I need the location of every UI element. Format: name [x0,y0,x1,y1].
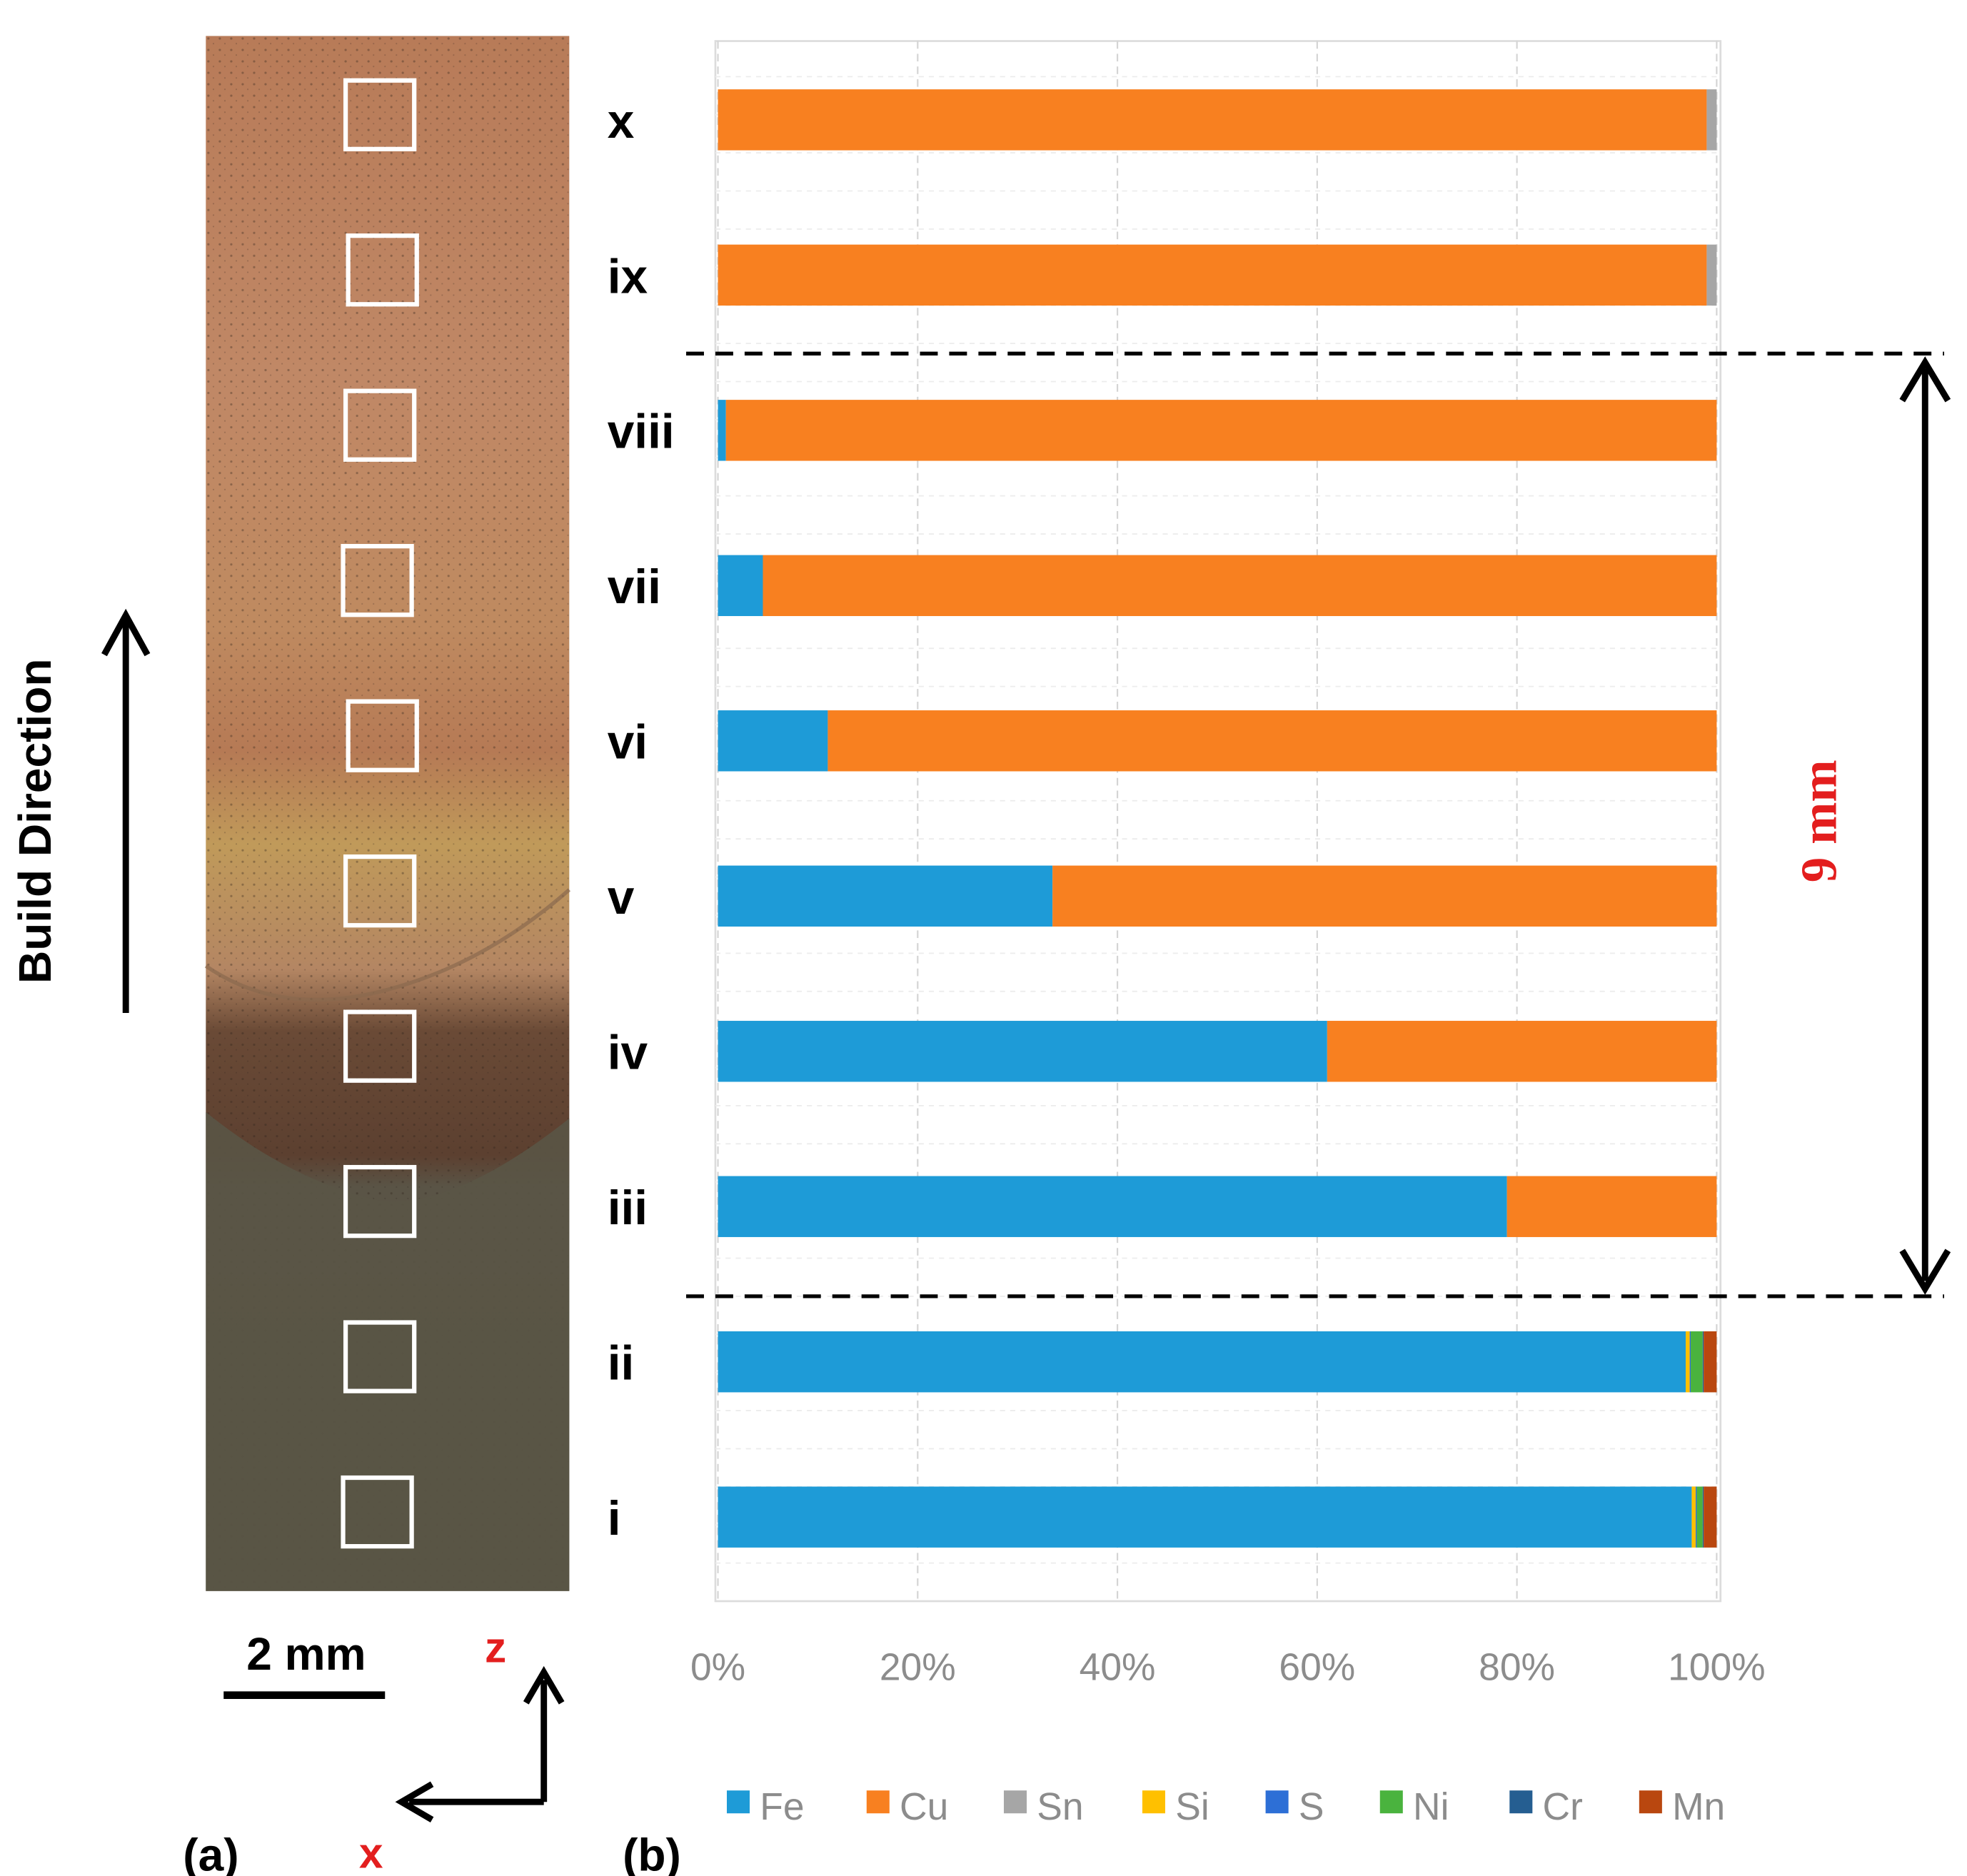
legend: Fe Cu Sn Si S Ni Cr Mn [726,1786,1725,1828]
bar-cu-x [718,89,1707,151]
z-axis-arrowhead [523,1665,565,1705]
legend-swatch-sn [1003,1790,1027,1814]
x-tick-label: 60% [1279,1646,1355,1688]
x-tick-labels: 0% 20% 40% 60% 80% 100% [690,1646,1766,1688]
bar-ni-ii [1691,1331,1703,1393]
measurement-box-iv [343,1009,417,1083]
x-axis-label: x [359,1829,383,1876]
measurement-box-vii [341,544,414,617]
bar-cu-vi [827,710,1717,772]
category-label-viii: viii [608,405,675,459]
build-direction-arrowhead [101,608,151,657]
dimension-label: 9 mm [1792,760,1848,882]
measurement-box-ii [343,1320,417,1393]
x-tick-label: 80% [1479,1646,1555,1688]
bar-fe-iv [718,1021,1327,1082]
measurement-box-x [343,78,417,151]
bar-cu-v [1052,865,1717,927]
category-label-ix: ix [608,250,648,303]
bar-fe-iii [718,1176,1507,1237]
bar-si-ii [1686,1331,1690,1393]
bar-ni-i [1696,1486,1703,1548]
bar-fe-viii [718,400,726,461]
bar-fe-v [718,865,1053,927]
bar-fe-vi [718,710,828,772]
x-tick-label: 20% [880,1646,956,1688]
bar-mn-ii [1704,1331,1717,1393]
x-tick-label: 40% [1080,1646,1156,1688]
bar-cr-i [1702,1486,1704,1548]
build-direction-label: Build Direction [9,659,61,984]
legend-swatch-si [1142,1790,1165,1814]
category-label-vii: vii [608,560,661,614]
bar-sn-ix [1706,244,1717,306]
legend-label-ni: Ni [1413,1786,1449,1828]
bar-fe-i [718,1486,1692,1548]
copper-steel-interface [206,1111,570,1591]
measurement-box-ix [346,233,419,307]
category-label-i: i [608,1492,621,1545]
measurement-box-vi [346,699,419,772]
measurement-box-v [343,854,417,928]
bar-si-i [1691,1486,1696,1548]
measurement-box-iii [343,1164,417,1239]
legend-swatch-ni [1379,1790,1403,1814]
legend-swatch-fe [726,1790,750,1814]
bar-fe-vii [718,555,763,617]
bar-cu-viii [725,400,1717,461]
legend-swatch-cr [1509,1790,1533,1814]
sample-micrograph [204,36,571,1591]
category-label-x: x [608,95,635,148]
legend-swatch-cu [866,1790,890,1814]
x-axis-arrowhead [395,1781,434,1822]
x-tick-label: 100% [1668,1646,1766,1688]
x-tick-label: 0% [690,1646,745,1688]
bar-cu-iv [1327,1021,1717,1082]
fusion-boundary [204,888,571,1002]
legend-label-fe: Fe [760,1786,804,1828]
bar-sn-x [1706,89,1717,151]
legend-swatch-mn [1639,1790,1662,1814]
bar-cr-ii [1702,1331,1704,1393]
bar-cu-vii [763,555,1717,617]
dimension-arrowhead-bottom [1899,1249,1951,1295]
panel-a-label: (a) [183,1829,238,1876]
dimension-arrowhead-top [1899,356,1951,403]
category-label-ii: ii [608,1337,635,1391]
measurement-boxes [341,78,419,1549]
category-label-iv: iv [608,1027,648,1080]
legend-label-si: Si [1175,1786,1209,1828]
scale-bar-label: 2 mm [246,1628,366,1680]
measurement-box-viii [343,388,417,462]
z-axis-label: z [485,1623,506,1671]
legend-label-mn: Mn [1672,1786,1725,1828]
legend-label-cu: Cu [900,1786,948,1828]
category-label-iii: iii [608,1181,648,1235]
legend-label-sn: Sn [1037,1786,1083,1828]
bar-mn-i [1704,1486,1717,1548]
bar-cu-ix [718,244,1707,306]
legend-swatch-s [1265,1790,1289,1814]
bar-fe-ii [718,1331,1686,1393]
panel-b-label: (b) [623,1829,681,1876]
category-label-vi: vi [608,716,648,770]
bars [718,89,1717,1548]
legend-label-cr: Cr [1543,1786,1583,1828]
bar-cu-iii [1506,1176,1717,1237]
category-label-v: v [608,871,635,924]
measurement-box-i [341,1475,414,1549]
bar-s-ii [1689,1331,1691,1393]
legend-label-s: S [1299,1786,1324,1828]
